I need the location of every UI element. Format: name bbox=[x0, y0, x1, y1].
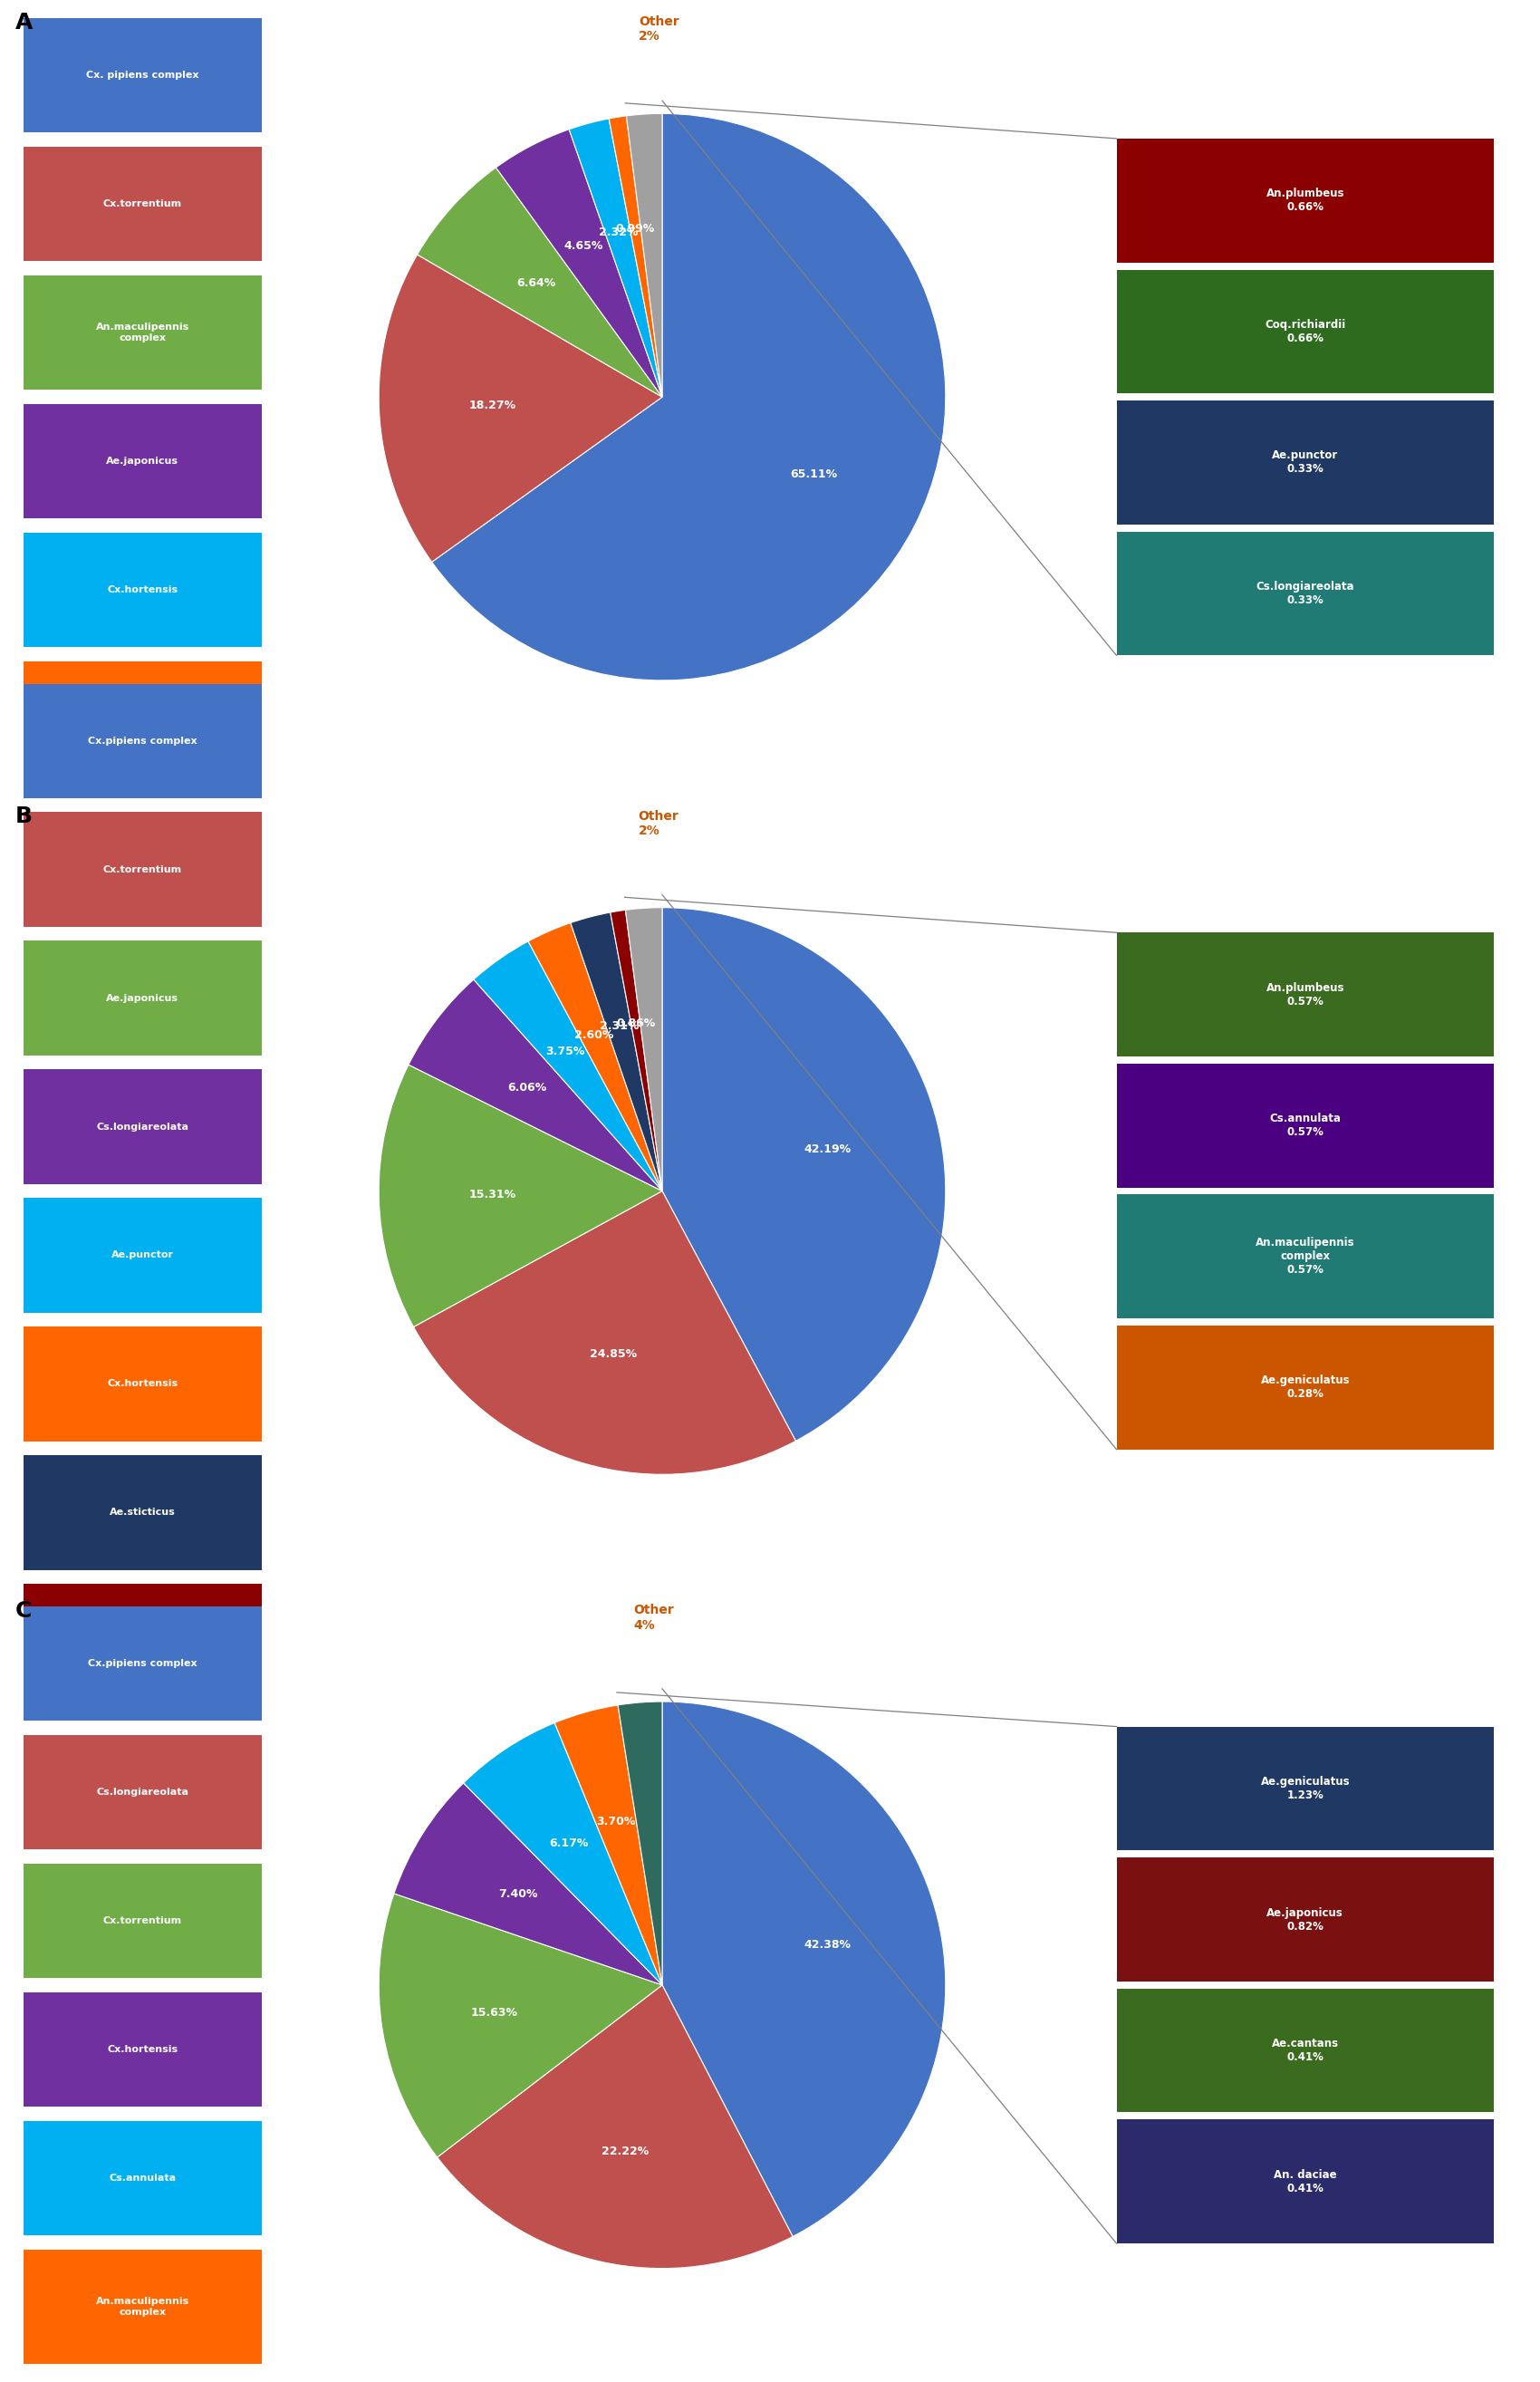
Wedge shape bbox=[379, 1894, 662, 2158]
Text: B: B bbox=[15, 805, 32, 827]
Text: An.maculipennis
complex
0.57%: An.maculipennis complex 0.57% bbox=[1255, 1236, 1355, 1277]
Wedge shape bbox=[610, 910, 662, 1191]
Wedge shape bbox=[608, 117, 662, 398]
Text: Cx.pipiens complex: Cx.pipiens complex bbox=[88, 736, 197, 746]
Text: Ae.geniculatus
0.28%: Ae.geniculatus 0.28% bbox=[1260, 1374, 1351, 1401]
Text: Cx.territans: Cx.territans bbox=[109, 715, 176, 724]
Text: Cx. pipiens complex: Cx. pipiens complex bbox=[86, 71, 199, 81]
Wedge shape bbox=[431, 114, 946, 681]
Text: Cs.annulata: Cs.annulata bbox=[109, 2172, 176, 2182]
Text: Ae.punctor
0.33%: Ae.punctor 0.33% bbox=[1272, 450, 1338, 474]
Text: Ae.geniculatus
1.23%: Ae.geniculatus 1.23% bbox=[1260, 1777, 1351, 1801]
Wedge shape bbox=[528, 922, 662, 1191]
Text: 3.75%: 3.75% bbox=[545, 1046, 584, 1058]
Text: Other
4%: Other 4% bbox=[633, 1603, 675, 1632]
Text: 3.70%: 3.70% bbox=[596, 1815, 636, 1827]
Text: Cx.pipiens complex: Cx.pipiens complex bbox=[88, 1658, 197, 1667]
Text: 18.27%: 18.27% bbox=[468, 400, 516, 412]
Text: 22.22%: 22.22% bbox=[602, 2146, 648, 2156]
Wedge shape bbox=[627, 114, 662, 398]
Wedge shape bbox=[662, 908, 946, 1441]
Text: Other
2%: Other 2% bbox=[639, 17, 679, 43]
Text: Cx.hortensis: Cx.hortensis bbox=[108, 2044, 177, 2053]
Wedge shape bbox=[570, 119, 662, 398]
Text: An.maculipennis
complex: An.maculipennis complex bbox=[95, 2296, 189, 2315]
Text: 4.65%: 4.65% bbox=[564, 241, 604, 252]
Text: 6.64%: 6.64% bbox=[516, 276, 556, 288]
Wedge shape bbox=[379, 255, 662, 562]
Text: 6.06%: 6.06% bbox=[508, 1081, 547, 1093]
Text: 15.63%: 15.63% bbox=[471, 2006, 517, 2018]
Text: 15.31%: 15.31% bbox=[468, 1189, 516, 1201]
Wedge shape bbox=[554, 1706, 662, 1984]
Text: 0.86%: 0.86% bbox=[616, 1017, 654, 1029]
Wedge shape bbox=[437, 1984, 793, 2268]
Text: 42.38%: 42.38% bbox=[804, 1939, 852, 1951]
Text: 65.11%: 65.11% bbox=[790, 469, 838, 481]
Wedge shape bbox=[417, 167, 662, 398]
Text: Cx.torrentium: Cx.torrentium bbox=[103, 865, 182, 874]
Text: Ae.cantans
0.41%: Ae.cantans 0.41% bbox=[1272, 2039, 1338, 2063]
Text: Ae.communis: Ae.communis bbox=[105, 1636, 180, 1646]
Text: A: A bbox=[15, 12, 32, 33]
Text: Cx.torrentium: Cx.torrentium bbox=[103, 1915, 182, 1925]
Text: Ae.punctor: Ae.punctor bbox=[111, 1251, 174, 1260]
Text: 7.40%: 7.40% bbox=[499, 1889, 537, 1901]
Text: Cs.longiareolata: Cs.longiareolata bbox=[95, 1122, 188, 1131]
Text: Ae.sticticus: Ae.sticticus bbox=[109, 1508, 176, 1517]
Wedge shape bbox=[618, 1701, 662, 1984]
Text: Cs.longiareolata: Cs.longiareolata bbox=[95, 1786, 188, 1796]
Text: 24.85%: 24.85% bbox=[590, 1348, 638, 1360]
Text: 2.32%: 2.32% bbox=[599, 226, 638, 238]
Text: Cs.annulata
0.57%: Cs.annulata 0.57% bbox=[1269, 1112, 1341, 1139]
Text: An.maculipennis
complex: An.maculipennis complex bbox=[95, 324, 189, 343]
Text: Cx.hortensis: Cx.hortensis bbox=[108, 1379, 177, 1389]
Wedge shape bbox=[571, 912, 662, 1191]
Text: 2.31%: 2.31% bbox=[599, 1019, 639, 1031]
Text: Cx.hortensis: Cx.hortensis bbox=[108, 586, 177, 596]
Text: Cs.longiareolata
0.33%: Cs.longiareolata 0.33% bbox=[1257, 581, 1354, 605]
Text: Coq.richiardii
0.66%: Coq.richiardii 0.66% bbox=[1264, 319, 1346, 343]
Text: Cx.torrentium: Cx.torrentium bbox=[103, 200, 182, 210]
Text: 42.19%: 42.19% bbox=[804, 1143, 850, 1155]
Wedge shape bbox=[496, 129, 662, 398]
Wedge shape bbox=[408, 979, 662, 1191]
Text: An. daciae
0.41%: An. daciae 0.41% bbox=[1274, 2170, 1337, 2194]
Text: An.plumbeus
0.66%: An.plumbeus 0.66% bbox=[1266, 188, 1344, 212]
Wedge shape bbox=[379, 1065, 662, 1327]
Text: Other
2%: Other 2% bbox=[638, 810, 679, 836]
Text: An.plumbeus
0.57%: An.plumbeus 0.57% bbox=[1266, 981, 1344, 1008]
Text: C: C bbox=[15, 1601, 32, 1622]
Wedge shape bbox=[394, 1784, 662, 1984]
Wedge shape bbox=[464, 1722, 662, 1984]
Wedge shape bbox=[662, 1701, 946, 2237]
Wedge shape bbox=[625, 908, 662, 1191]
Text: Ae.japonicus: Ae.japonicus bbox=[106, 457, 179, 467]
Text: 2.60%: 2.60% bbox=[574, 1029, 614, 1041]
Text: 0.99%: 0.99% bbox=[616, 224, 654, 236]
Text: Ae.japonicus
0.82%: Ae.japonicus 0.82% bbox=[1267, 1908, 1343, 1932]
Text: Ae.japonicus: Ae.japonicus bbox=[106, 993, 179, 1003]
Text: 6.17%: 6.17% bbox=[548, 1837, 588, 1848]
Wedge shape bbox=[474, 941, 662, 1191]
Wedge shape bbox=[414, 1191, 796, 1474]
